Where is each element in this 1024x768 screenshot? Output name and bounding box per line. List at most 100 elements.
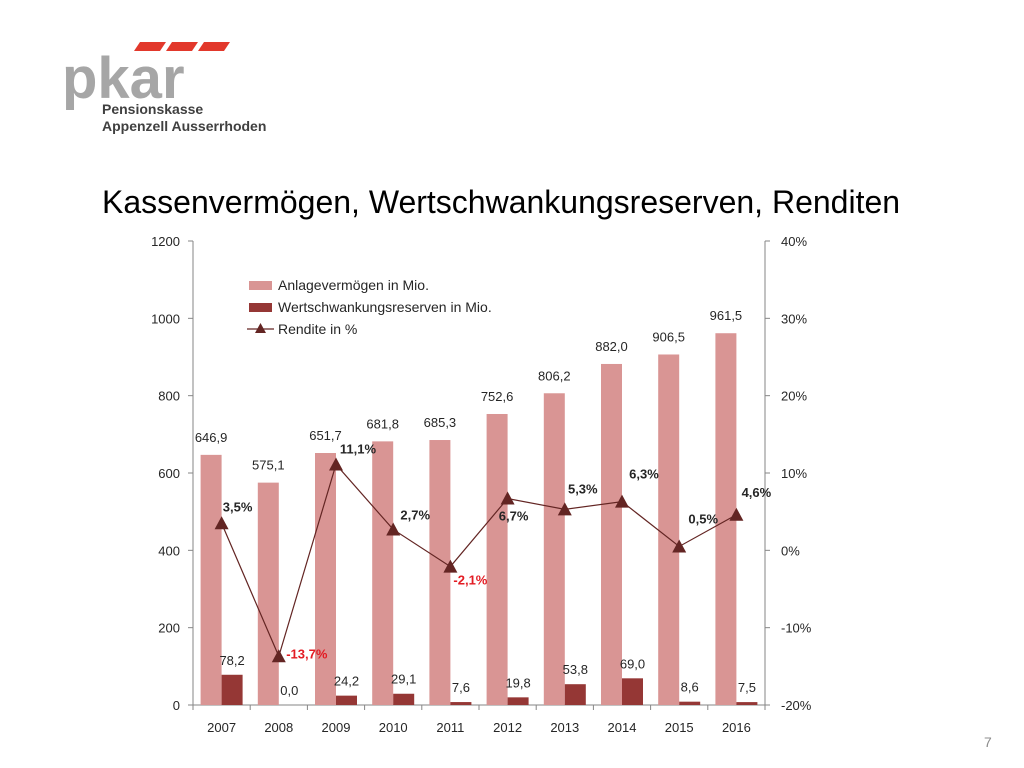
bar-wertschwankungsreserven: [622, 678, 643, 705]
y-left-tick-label: 400: [158, 543, 180, 558]
legend-label-wertschwankungsreserven: Wertschwankungsreserven in Mio.: [278, 299, 492, 315]
bar-anlagevermoegen: [715, 333, 737, 705]
rendite-label: 5,3%: [568, 481, 598, 496]
bar-label-anlagevermoegen: 906,5: [652, 329, 685, 344]
rendite-label: 6,7%: [499, 509, 529, 524]
x-tick-label: 2011: [436, 720, 464, 735]
bar-anlagevermoegen: [543, 393, 565, 705]
legend-label-rendite: Rendite in %: [278, 321, 357, 337]
x-tick-label: 2012: [493, 720, 522, 735]
bar-label-anlagevermoegen: 575,1: [252, 458, 285, 473]
rendite-marker: [672, 539, 687, 553]
chart-line: [214, 457, 744, 663]
bar-label-wertschwankungsreserven: 53,8: [563, 662, 588, 677]
bar-label-anlagevermoegen: 752,6: [481, 389, 514, 404]
rendite-line: [221, 463, 737, 659]
bar-label-anlagevermoegen: 806,2: [538, 368, 571, 383]
bar-wertschwankungsreserven: [564, 684, 586, 705]
x-tick-label: 2014: [608, 720, 637, 735]
rendite-marker: [557, 502, 572, 516]
y-left-tick-label: 800: [158, 389, 180, 404]
chart-labels: 646,9 78,2 575,1 0,0 651,7 24,2 681,8 29,1 685,3…: [195, 308, 772, 698]
bar-label-wertschwankungsreserven: 0,0: [280, 683, 298, 698]
bar-anlagevermoegen: [372, 441, 394, 705]
bar-label-wertschwankungsreserven: 24,2: [334, 674, 359, 689]
rendite-marker: [500, 491, 515, 505]
logo-mark: pkar: [62, 46, 185, 111]
rendite-label: 4,6%: [742, 485, 772, 500]
rendite-label: 2,7%: [400, 507, 430, 522]
rendite-marker: [271, 649, 286, 663]
legend-label-anlagevermoegen: Anlagevermögen in Mio.: [278, 277, 429, 293]
x-tick-label: 2010: [379, 720, 408, 735]
x-tick-label: 2015: [665, 720, 694, 735]
bar-wertschwankungsreserven: [336, 695, 357, 705]
page-number: 7: [984, 734, 992, 750]
bar-label-anlagevermoegen: 961,5: [710, 308, 743, 323]
chart-bars: [200, 333, 758, 705]
logo-stripe: [198, 42, 230, 51]
bar-anlagevermoegen: [486, 413, 508, 705]
rendite-label: 0,5%: [688, 511, 718, 526]
y-left-tick-label: 0: [173, 698, 180, 713]
y-left-tick-label: 600: [158, 466, 180, 481]
bar-wertschwankungsreserven: [393, 693, 415, 705]
bar-anlagevermoegen: [257, 482, 279, 705]
y-right-tick-label: 20%: [781, 389, 807, 404]
bar-anlagevermoegen: [315, 453, 336, 705]
y-right-tick-label: 10%: [781, 466, 807, 481]
bar-label-wertschwankungsreserven: 8,6: [681, 680, 699, 695]
y-right-tick-label: -10%: [781, 621, 812, 636]
y-right-tick-label: -20%: [781, 698, 812, 713]
rendite-marker: [615, 494, 629, 508]
logo-stripe: [166, 42, 198, 51]
bar-label-anlagevermoegen: 651,7: [309, 428, 342, 443]
x-tick-label: 2008: [264, 720, 293, 735]
logo-line-1: Pensionskasse: [102, 101, 203, 117]
y-left-tick-label: 1000: [151, 311, 180, 326]
y-left-tick-label: 200: [158, 621, 180, 636]
legend-marker-rendite: [255, 323, 266, 333]
y-right-tick-label: 30%: [781, 311, 807, 326]
logo-line-2: Appenzell Ausserrhoden: [102, 118, 266, 134]
bar-wertschwankungsreserven: [450, 702, 472, 705]
bar-label-anlagevermoegen: 681,8: [366, 416, 399, 431]
y-right-tick-label: 40%: [781, 234, 807, 249]
rendite-label: -13,7%: [286, 646, 328, 661]
bar-label-wertschwankungsreserven: 19,8: [505, 675, 530, 690]
bar-wertschwankungsreserven: [221, 674, 243, 705]
bar-wertschwankungsreserven: [507, 697, 529, 705]
bar-anlagevermoegen: [200, 454, 222, 705]
chart-axes: 0 200 400 600 800 1000 1200 -20% -10% 0% 10% 20% 30%…: [151, 234, 812, 735]
rendite-marker: [729, 507, 744, 521]
bar-label-wertschwankungsreserven: 7,6: [452, 680, 470, 695]
y-right-tick-label: 0%: [781, 543, 800, 558]
pkar-logo: pkar Pensionskasse Appenzell Ausserrhode…: [62, 42, 266, 134]
chart-legend: Anlagevermögen in Mio. Wertschwankungsres…: [247, 277, 492, 337]
bar-label-wertschwankungsreserven: 29,1: [391, 672, 416, 687]
x-tick-label: 2009: [322, 720, 351, 735]
bar-label-anlagevermoegen: 685,3: [424, 415, 457, 430]
slide-title: Kassenvermögen, Wertschwankungsreserven,…: [102, 184, 901, 220]
bar-label-anlagevermoegen: 646,9: [195, 430, 228, 445]
rendite-label: 6,3%: [629, 467, 659, 482]
logo-stripe: [134, 42, 166, 51]
bar-anlagevermoegen: [658, 354, 680, 705]
bar-label-wertschwankungsreserven: 69,0: [620, 656, 645, 671]
rendite-marker: [329, 457, 343, 471]
bar-wertschwankungsreserven: [679, 701, 701, 705]
bar-label-wertschwankungsreserven: 7,5: [738, 680, 756, 695]
x-tick-label: 2013: [550, 720, 579, 735]
bar-label-anlagevermoegen: 882,0: [595, 339, 628, 354]
rendite-label: -2,1%: [453, 573, 487, 588]
bar-anlagevermoegen: [601, 363, 622, 705]
x-tick-label: 2007: [207, 720, 236, 735]
legend-swatch-anlagevermoegen: [249, 281, 272, 290]
bar-label-wertschwankungsreserven: 78,2: [219, 653, 244, 668]
rendite-marker: [214, 516, 229, 530]
bar-anlagevermoegen: [429, 440, 451, 705]
rendite-label: 3,5%: [223, 499, 253, 514]
bar-wertschwankungsreserven: [736, 702, 758, 705]
rendite-label: 11,1%: [340, 441, 377, 456]
